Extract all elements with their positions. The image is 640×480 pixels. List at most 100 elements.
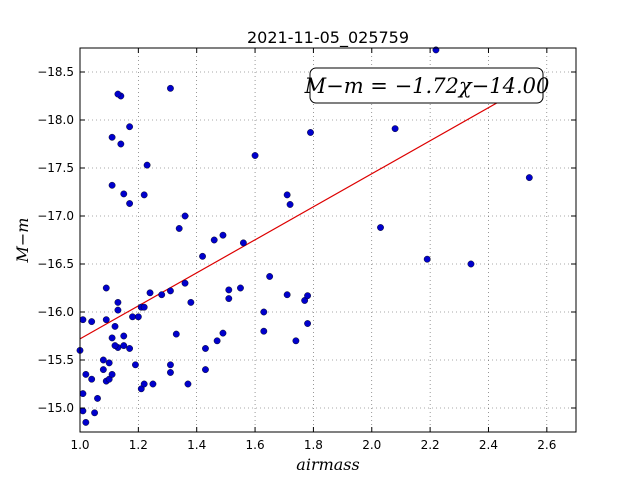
data-point: [120, 332, 128, 340]
data-point: [105, 359, 113, 367]
y-tick-label: −18.5: [37, 65, 74, 79]
data-point: [184, 380, 192, 388]
data-point: [239, 239, 247, 247]
data-point: [114, 306, 122, 314]
data-point: [91, 409, 98, 417]
fit-line-layer: [79, 84, 530, 340]
data-point: [132, 361, 139, 369]
data-point: [307, 129, 314, 136]
data-point: [126, 200, 134, 207]
data-point: [167, 84, 174, 92]
data-points: [76, 46, 533, 426]
data-point: [143, 161, 151, 169]
data-point: [172, 330, 180, 338]
data-point: [129, 313, 136, 321]
data-point: [213, 337, 221, 345]
data-point: [377, 224, 384, 231]
grid-lines: [79, 48, 576, 432]
data-point: [126, 345, 134, 352]
data-point: [82, 418, 90, 426]
annotation-box: [309, 67, 544, 104]
y-tick-labels: −15.0 −15.5 −16.0 −16.5 −17.0 −17.5 −18.0 −18.5: [37, 65, 74, 415]
data-point: [304, 292, 311, 300]
data-point: [111, 322, 119, 330]
data-point: [167, 287, 174, 295]
x-tick-label: 2.0: [362, 438, 381, 452]
data-point: [210, 236, 218, 244]
x-tick-label: 2.4: [479, 438, 498, 452]
y-axis-label: M−m: [13, 218, 32, 264]
data-point: [117, 140, 125, 148]
axis-ticks: [79, 48, 576, 432]
data-point: [82, 370, 90, 378]
data-point: [114, 298, 122, 306]
y-tick-label: −16.5: [37, 257, 74, 271]
y-tick-label: −15.0: [37, 401, 74, 415]
data-point: [102, 284, 110, 292]
data-point: [140, 380, 148, 388]
x-tick-label: 2.2: [421, 438, 440, 452]
data-point: [283, 291, 291, 299]
x-tick-label: 1.8: [304, 438, 323, 452]
data-point: [199, 252, 206, 260]
x-tick-label: 1.6: [246, 438, 265, 452]
data-point: [181, 279, 189, 287]
data-point: [126, 123, 134, 131]
data-point: [525, 174, 533, 182]
data-point: [286, 201, 294, 208]
data-point: [283, 191, 291, 199]
data-point: [79, 390, 87, 397]
x-tick-labels: 1.0 1.2 1.4 1.6 1.8 2.0 2.2 2.4 2.6: [70, 438, 556, 452]
y-tick-label: −18.0: [37, 113, 74, 127]
data-point: [304, 320, 311, 327]
fit-line: [79, 84, 530, 340]
data-point: [225, 295, 233, 302]
data-point: [202, 366, 209, 373]
plot-frame: [79, 47, 577, 433]
data-point: [467, 260, 475, 268]
data-point: [266, 273, 274, 280]
y-tick-label: −15.5: [37, 353, 74, 367]
data-point: [102, 316, 110, 324]
data-point: [114, 90, 122, 98]
data-point: [108, 181, 116, 189]
data-point: [187, 298, 195, 306]
data-point: [111, 342, 119, 349]
data-point: [260, 308, 268, 316]
data-point: [140, 191, 148, 199]
data-point: [423, 255, 431, 263]
data-point: [219, 231, 227, 239]
data-point: [94, 394, 101, 402]
data-point: [120, 342, 128, 349]
data-point: [149, 380, 157, 388]
data-point: [237, 284, 244, 292]
data-point: [251, 152, 259, 159]
data-point: [146, 289, 154, 297]
data-point: [99, 356, 107, 364]
data-point: [175, 225, 183, 232]
data-point: [108, 370, 116, 378]
data-point: [225, 286, 233, 294]
annotation-text: M−m = −1.72χ−14.00: [304, 74, 550, 98]
fit-annotation: M−m = −1.72χ−14.00: [304, 67, 550, 104]
data-point: [391, 125, 399, 133]
x-tick-label: 1.4: [187, 438, 206, 452]
data-point: [167, 361, 174, 369]
y-tick-label: −17.0: [37, 209, 74, 223]
x-axis-label: airmass: [296, 455, 359, 474]
data-point: [120, 190, 128, 198]
data-point: [158, 291, 166, 299]
data-point: [202, 345, 209, 352]
data-point: [260, 327, 268, 335]
data-point: [79, 407, 87, 415]
chart-title: 2021-11-05_025759: [247, 28, 409, 48]
data-point: [167, 369, 174, 376]
data-point: [99, 366, 107, 373]
data-point: [88, 375, 96, 383]
x-tick-label: 1.0: [70, 438, 89, 452]
data-point: [88, 318, 96, 325]
data-point: [108, 334, 116, 342]
data-point: [134, 313, 142, 321]
x-tick-label: 1.2: [129, 438, 148, 452]
